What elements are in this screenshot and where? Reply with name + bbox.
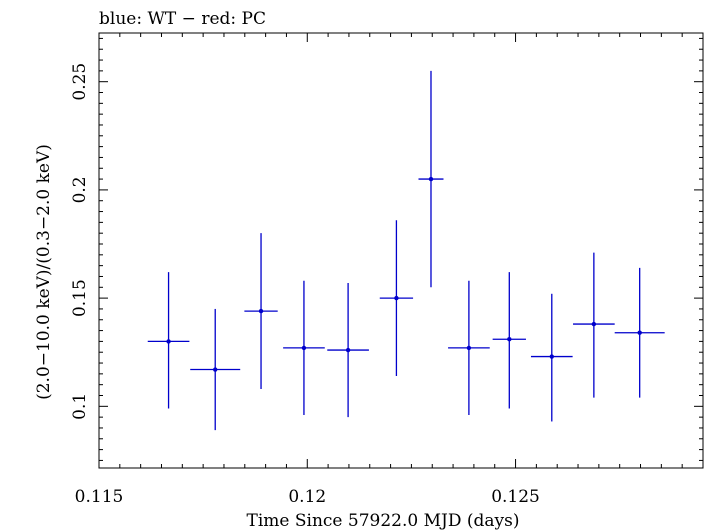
data-point (166, 339, 171, 344)
data-point-group (147, 272, 190, 409)
data-point-group (283, 280, 325, 415)
data-point (549, 354, 554, 359)
data-point (258, 308, 264, 314)
data-point (394, 295, 399, 301)
data-point-group (379, 220, 414, 377)
data-point (428, 176, 434, 182)
data-point-group (327, 282, 369, 418)
data-point-group (190, 308, 241, 431)
data-point (637, 330, 642, 335)
data-point-group (614, 267, 665, 398)
x-tick-label: 0.125 (491, 487, 540, 507)
x-tick-label: 0.12 (288, 487, 326, 507)
chart-title: blue: WT − red: PC (99, 9, 266, 29)
data-point-group (573, 252, 615, 398)
y-tick-label: 0.15 (70, 279, 90, 317)
tick-group: 0.115 0.12 0.125 0.1 0.15 0.2 0.25 (70, 33, 703, 507)
data-point-group (530, 293, 573, 422)
data-point-group (448, 280, 490, 415)
x-tick-label: 0.115 (75, 487, 124, 507)
data-point (213, 367, 218, 372)
data-point (301, 345, 307, 351)
data-point (591, 321, 597, 327)
x-axis-label: Time Since 57922.0 MJD (days) (247, 511, 520, 531)
y-tick-label: 0.25 (70, 63, 90, 101)
y-tick-label: 0.2 (70, 176, 90, 203)
data-point (345, 347, 351, 353)
plot-frame (98, 32, 704, 469)
data-point-group (244, 233, 278, 390)
data-group (147, 70, 665, 431)
data-point (466, 345, 472, 351)
data-point-group (418, 70, 444, 288)
data-point (507, 337, 512, 342)
y-tick-label: 0.1 (70, 393, 90, 420)
data-point-group (492, 272, 526, 409)
y-axis-label: (2.0−10.0 keV)/(0.3−2.0 keV) (34, 144, 54, 400)
